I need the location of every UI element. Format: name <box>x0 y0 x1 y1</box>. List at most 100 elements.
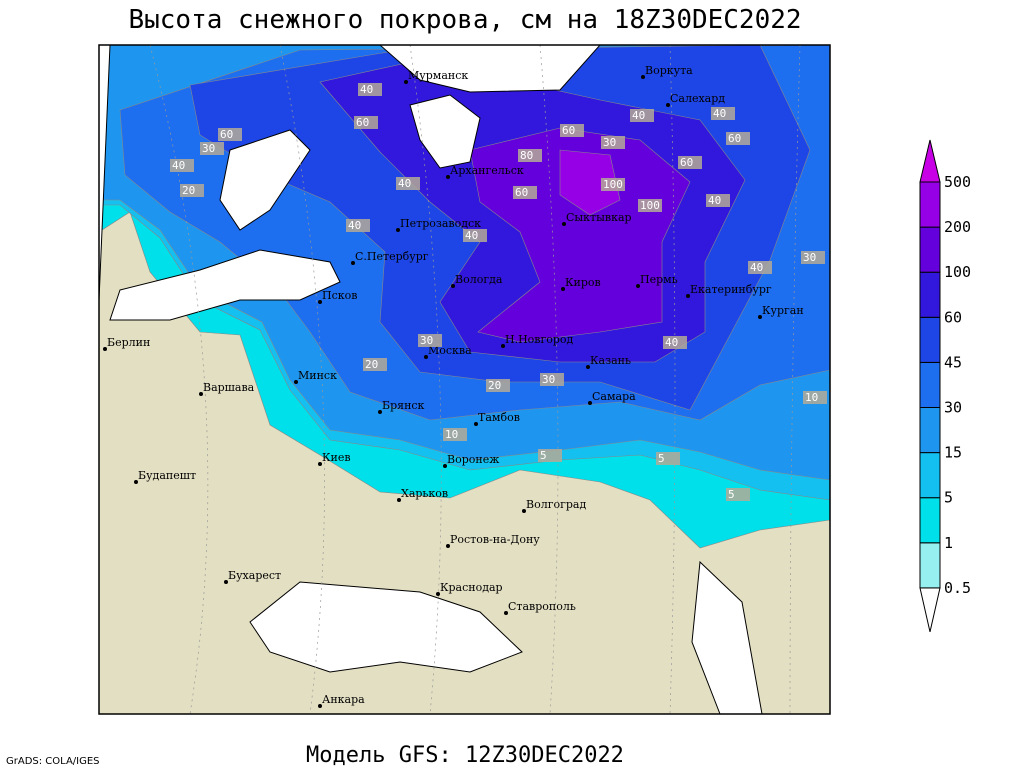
colorbar-label: 200 <box>944 218 971 236</box>
city-label: Петрозаводск <box>400 217 481 230</box>
contour-label: 40 <box>708 194 721 207</box>
city-dot <box>224 580 228 584</box>
colorbar-label: 15 <box>944 444 962 462</box>
city-dot <box>436 592 440 596</box>
contour-label-box <box>601 136 625 149</box>
contour-label-box <box>803 391 827 404</box>
title: Высота снежного покрова, см на 18Z30DEC2… <box>128 5 801 35</box>
contour-label: 30 <box>803 251 816 264</box>
contour-label-box <box>346 219 370 232</box>
contour-label-box <box>540 373 564 386</box>
city-label: Тамбов <box>478 411 520 424</box>
city-label: Екатеринбург <box>690 283 772 296</box>
city-label: Анкара <box>322 693 365 706</box>
city-dot <box>318 300 322 304</box>
contour-label: 5 <box>540 449 547 462</box>
contour-label-box <box>630 109 654 122</box>
city-label: Салехард <box>670 92 725 105</box>
contour-label-box <box>443 428 467 441</box>
city-dot <box>446 544 450 548</box>
colorbar-label: 0.5 <box>944 579 971 597</box>
contour-label: 20 <box>488 379 501 392</box>
city-dot <box>199 392 203 396</box>
contour-label-box <box>601 178 625 191</box>
colorbar-box <box>919 497 941 544</box>
contour-label: 20 <box>365 358 378 371</box>
city-dot <box>443 464 447 468</box>
colorbar-label: 500 <box>944 173 971 191</box>
contour-label-box <box>513 186 537 199</box>
credit: GrADS: COLA/IGES <box>6 756 100 767</box>
water <box>409 94 481 169</box>
city-dot <box>561 287 565 291</box>
contour-label: 30 <box>202 142 215 155</box>
city-label: Киров <box>565 276 601 289</box>
city-dot <box>446 175 450 179</box>
city-label: Бухарест <box>228 569 281 582</box>
city-label: Варшава <box>203 381 255 394</box>
graticule <box>149 45 209 714</box>
contour-label-box <box>418 334 442 347</box>
city-dot <box>451 284 455 288</box>
contour-label-box <box>363 358 387 371</box>
city-label: Москва <box>428 344 472 357</box>
city-label: Харьков <box>401 487 448 500</box>
contour-label-box <box>560 124 584 137</box>
contour-label-box <box>678 156 702 169</box>
colorbar-label: 60 <box>944 308 962 326</box>
contour-label: 60 <box>562 124 575 137</box>
city-dot <box>396 228 400 232</box>
city-label: Будапешт <box>138 469 196 482</box>
colorbar-label: 30 <box>944 399 962 417</box>
contour-label: 40 <box>465 229 478 242</box>
city-dot <box>351 261 355 265</box>
contour-label: 60 <box>728 132 741 145</box>
city-dot <box>504 611 508 615</box>
city-dot <box>586 365 590 369</box>
city-label: Сыктывкар <box>566 211 632 224</box>
map: Мурманск Воркута Салехард Архангельск Сыктыв… <box>99 45 830 714</box>
water <box>691 560 763 714</box>
city-dot <box>397 498 401 502</box>
water <box>99 45 111 380</box>
contour-label-box <box>518 149 542 162</box>
city-label: Самара <box>592 390 636 403</box>
city-dot <box>474 422 478 426</box>
contour-label-box <box>726 488 750 501</box>
city-label: Пермь <box>640 273 678 286</box>
contour-label: 40 <box>360 83 373 96</box>
city-dot <box>424 355 428 359</box>
contour-label-box <box>801 251 825 264</box>
contour-label-box <box>711 107 735 120</box>
city-label: С.Петербург <box>355 250 429 263</box>
colorbar-label: 5 <box>944 489 953 507</box>
city-label: Курган <box>762 304 804 317</box>
contour-label: 80 <box>520 149 533 162</box>
contour-label-box <box>706 194 730 207</box>
city-dot <box>378 410 382 414</box>
contour-label: 40 <box>750 261 763 274</box>
map-frame <box>98 44 831 715</box>
city-label: Архангельск <box>450 164 524 177</box>
contour-label: 40 <box>632 109 645 122</box>
contour-label: 60 <box>356 116 369 129</box>
contour-label: 60 <box>220 128 233 141</box>
colorbar-box <box>919 542 941 589</box>
contour-label: 60 <box>515 186 528 199</box>
contour-label-box <box>538 449 562 462</box>
snow-area <box>559 149 621 216</box>
city-label: Ставрополь <box>508 600 576 613</box>
city-label: Краснодар <box>440 581 503 594</box>
contour-label-box <box>726 132 750 145</box>
city-dot <box>318 704 322 708</box>
city-dot <box>294 380 298 384</box>
contour-label: 40 <box>348 219 361 232</box>
colorbar-cap <box>919 587 941 633</box>
graticule <box>279 45 325 714</box>
contour-label: 60 <box>680 156 693 169</box>
contour-label-box <box>638 199 662 212</box>
city-label: Псков <box>322 289 357 302</box>
contour-label-box <box>354 116 378 129</box>
colorbar-box <box>919 226 941 273</box>
city-label: Н.Новгород <box>505 333 574 346</box>
